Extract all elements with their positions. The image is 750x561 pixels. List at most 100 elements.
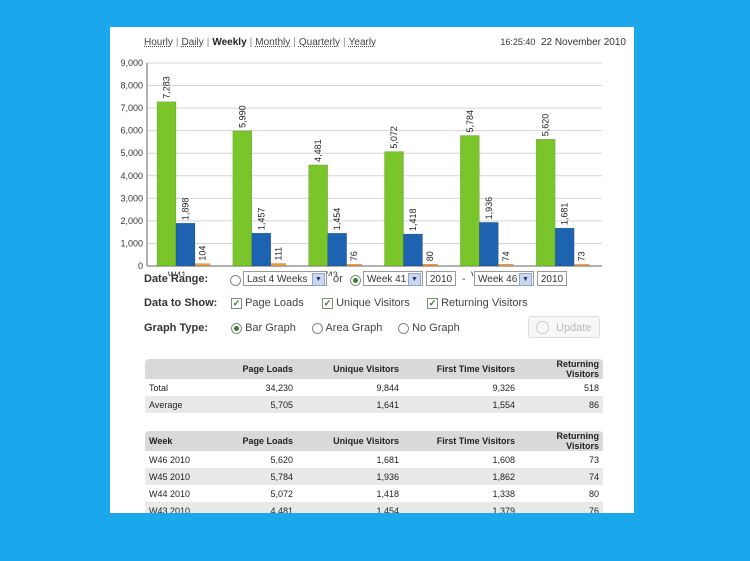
from-year-input[interactable]: 2010 <box>426 271 456 286</box>
preset-radio[interactable] <box>230 275 241 286</box>
no-graph-label: No Graph <box>412 322 460 334</box>
bar <box>479 222 499 267</box>
to-week-value: Week 46 <box>478 274 518 285</box>
bar-graph-label: Bar Graph <box>245 322 296 334</box>
summary-cell: 9,326 <box>492 382 515 393</box>
data-label: 111 <box>273 247 283 261</box>
weekly-cell: 1,681 <box>376 454 399 465</box>
y-tick-label: 4,000 <box>120 171 143 181</box>
nav-weekly[interactable]: Weekly <box>212 37 247 48</box>
area-graph-radio[interactable] <box>312 322 323 334</box>
y-tick-label: 8,000 <box>120 81 143 91</box>
stats-panel: Hourly | Daily | Weekly | Monthly | Quarterly | Ye… <box>110 27 634 513</box>
weekly-cell: W44 2010 <box>149 488 191 499</box>
bar <box>232 130 253 267</box>
weekly-col-header: Page Loads <box>209 431 297 451</box>
checkbox-returning-visitors[interactable]: ✓ <box>427 297 438 309</box>
weekly-cell: 1,418 <box>376 488 399 499</box>
summary-col-header: Unique Visitors <box>297 359 403 379</box>
checkbox-page-loads[interactable]: ✓ <box>231 297 242 309</box>
summary-cell: Total <box>149 382 169 393</box>
nav-daily[interactable]: Daily <box>181 37 204 48</box>
data-label: 74 <box>501 251 511 261</box>
returning-visitors-label: Returning Visitors <box>441 297 528 309</box>
to-week-select[interactable]: Week 46 ▼ <box>474 271 534 286</box>
update-button[interactable]: Update <box>528 316 600 338</box>
data-label: 5,784 <box>465 110 475 133</box>
y-tick-label: 0 <box>138 261 143 271</box>
preset-select[interactable]: Last 4 Weeks ▼ <box>243 271 327 286</box>
nav-hourly[interactable]: Hourly <box>144 37 173 48</box>
weekly-col-header: Returning Visitors <box>519 431 603 451</box>
summary-table: Page Loads Unique Visitors First Time Vi… <box>145 359 603 413</box>
weekly-cell: 1,454 <box>297 502 403 513</box>
weekly-cell: W45 2010 <box>145 468 209 485</box>
weekly-cell: 73 <box>588 454 599 465</box>
data-label: 1,457 <box>256 208 266 231</box>
y-tick-label: 2,000 <box>120 216 143 226</box>
x-tick-label: W43 <box>319 270 338 276</box>
visitor-bar-chart: 0 1,000 2,000 3,000 4,000 5,000 6,000 7,000 8,00… <box>120 58 602 276</box>
chevron-down-icon: ▼ <box>312 273 325 286</box>
weekly-cell: 5,784 <box>209 468 297 485</box>
page-loads-option[interactable]: ✓ Page Loads <box>231 297 304 309</box>
table-row: Average 5,705 1,641 1,554 86 <box>145 396 603 413</box>
weekly-cell: 1,379 <box>403 502 519 513</box>
bar <box>156 101 177 267</box>
weekly-cell: W46 2010 <box>149 454 191 465</box>
refresh-icon <box>536 321 549 334</box>
y-tick-label: 5,000 <box>120 148 143 158</box>
or-label: or <box>333 273 343 285</box>
nav-monthly[interactable]: Monthly <box>255 37 291 48</box>
summary-cell: 34,230 <box>265 382 293 393</box>
y-tick-label: 1,000 <box>120 238 143 248</box>
data-label: 1,936 <box>484 197 494 220</box>
bar <box>270 263 287 267</box>
unique-visitors-option[interactable]: ✓ Unique Visitors <box>322 297 410 309</box>
nav-yearly[interactable]: Yearly <box>348 37 377 48</box>
bar <box>346 264 362 267</box>
table-row: W46 2010 5,620 1,681 1,608 73 <box>145 451 603 468</box>
summary-header-row: Page Loads Unique Visitors First Time Vi… <box>145 359 603 379</box>
bar <box>535 138 556 267</box>
weekly-col-header: First Time Visitors <box>403 431 519 451</box>
table-row: W43 2010 4,481 1,454 1,379 76 <box>145 502 603 513</box>
summary-col-header <box>145 359 209 379</box>
table-row: W45 2010 5,784 1,936 1,862 74 <box>145 468 603 485</box>
area-graph-option[interactable]: Area Graph <box>312 322 382 334</box>
weekly-header-row: Week Page Loads Unique Visitors First Ti… <box>145 431 603 451</box>
bar <box>460 135 480 267</box>
bar-graph-radio[interactable] <box>231 322 242 334</box>
y-tick-label: 6,000 <box>120 126 143 136</box>
from-week-select[interactable]: Week 41 ▼ <box>363 271 423 286</box>
range-dash: - <box>462 273 466 285</box>
update-button-label: Update <box>556 322 592 334</box>
data-label: 1,681 <box>560 203 570 226</box>
data-label: 5,990 <box>237 105 247 128</box>
clock: 16:25:40 22 November 2010 <box>500 37 626 48</box>
summary-col-header: First Time Visitors <box>403 359 519 379</box>
summary-cell: 518 <box>583 382 599 393</box>
bar <box>498 264 514 267</box>
y-tick-label: 7,000 <box>120 103 143 113</box>
data-label: 1,898 <box>181 198 191 221</box>
bar-graph-option[interactable]: Bar Graph <box>231 322 296 334</box>
weekly-cell: 5,072 <box>270 488 293 499</box>
checkbox-unique-visitors[interactable]: ✓ <box>322 297 333 309</box>
nav-quarterly[interactable]: Quarterly <box>298 37 341 48</box>
no-graph-option[interactable]: No Graph <box>398 322 460 334</box>
data-label: 76 <box>349 251 359 261</box>
summary-cell: Average <box>145 396 209 413</box>
summary-cell: 9,844 <box>376 382 399 393</box>
summary-cell: 1,641 <box>297 396 403 413</box>
returning-visitors-option[interactable]: ✓ Returning Visitors <box>427 297 528 309</box>
weekly-cell: 5,620 <box>270 454 293 465</box>
no-graph-radio[interactable] <box>398 322 409 334</box>
to-year-input[interactable]: 2010 <box>537 271 567 286</box>
weekly-table: Week Page Loads Unique Visitors First Ti… <box>145 431 603 513</box>
summary-cell: 5,705 <box>209 396 297 413</box>
bar <box>384 151 404 267</box>
summary-col-header: Page Loads <box>209 359 297 379</box>
custom-range-radio[interactable] <box>350 275 361 286</box>
weekly-cell: 1,338 <box>492 488 515 499</box>
